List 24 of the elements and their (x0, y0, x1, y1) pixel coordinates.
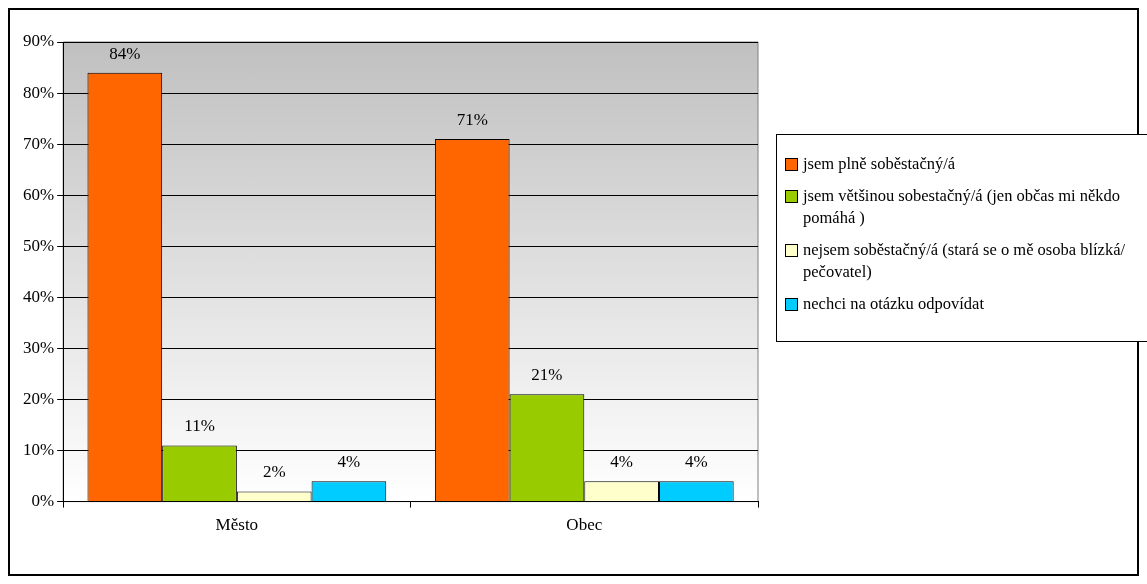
data-label: 4% (610, 452, 633, 472)
y-tick-label: 40% (22, 286, 55, 306)
data-label: 71% (456, 110, 488, 129)
data-label: 21% (531, 365, 563, 385)
y-tick-label: 60% (22, 184, 55, 204)
y-tick-label: 0% (31, 491, 55, 511)
data-label: 4% (337, 452, 361, 472)
x-tick-label: Město (215, 515, 259, 535)
legend-label: nejsem soběstačný/á (stará se o mě osoba blízká/ pečovatel) (803, 239, 1127, 283)
y-tick-label: 70% (22, 133, 55, 153)
y-tick-label: 10% (22, 440, 55, 459)
data-label: 2% (262, 462, 286, 482)
legend-label: nechci na otázku odpovídat (803, 293, 984, 315)
data-label: 11% (184, 416, 215, 436)
y-tick-label: 50% (22, 235, 55, 255)
data-label: 4% (685, 452, 708, 472)
x-tick-label: Obec (566, 515, 603, 535)
y-tick-label: 20% (22, 388, 55, 408)
text: jsem plně soběstačný/á (803, 153, 956, 175)
y-tick-label: 90% (22, 31, 55, 51)
y-tick-label: 80% (22, 82, 55, 102)
data-label: 84% (109, 43, 141, 63)
y-tick-label: 30% (22, 337, 55, 357)
legend-label: jsem většinou sobestačný/á (jen občas mi někdo pomáhá ) (803, 185, 1122, 229)
